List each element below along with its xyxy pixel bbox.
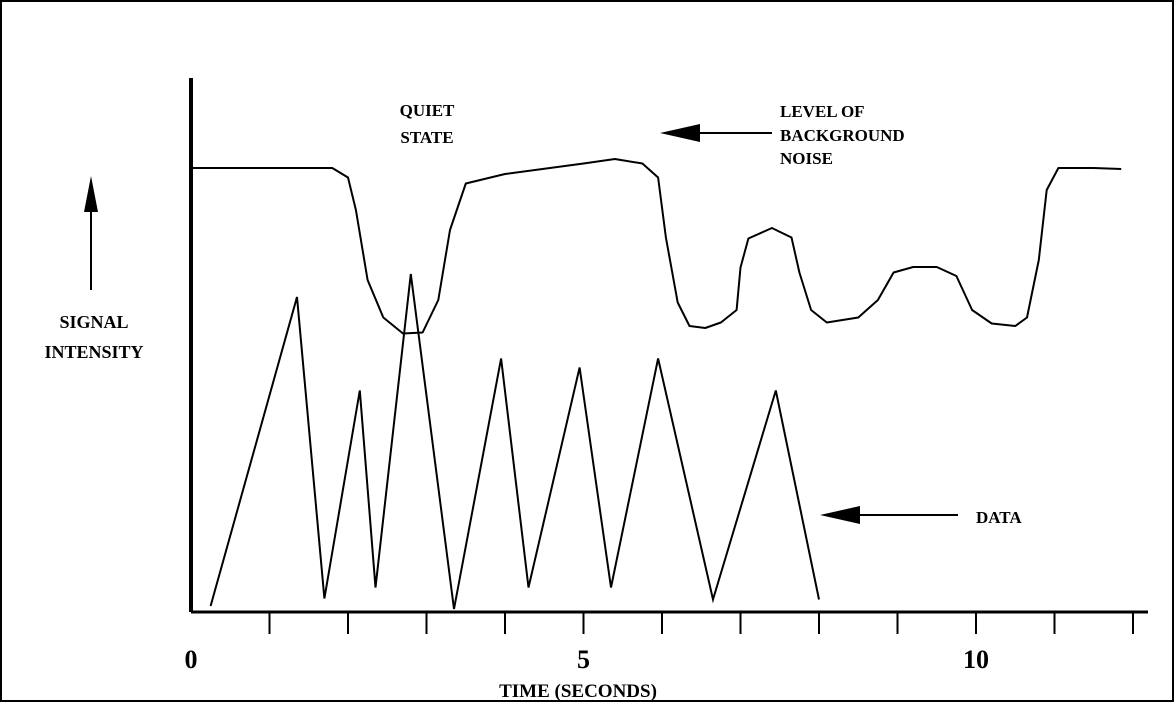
background-noise-line — [191, 158, 1122, 335]
x-tick-label: 10 — [963, 645, 989, 674]
annotation-quiet-line2: STATE — [400, 128, 453, 147]
annotation-quiet-line1: QUIET — [400, 101, 455, 120]
x-tick-labels: 0 5 10 — [185, 645, 990, 674]
data-line — [209, 273, 820, 610]
annotation-noise-line2: BACKGROUND — [780, 126, 905, 145]
x-tick-label: 5 — [577, 645, 590, 674]
x-tick-label: 0 — [185, 645, 198, 674]
x-axis-label: TIME (SECONDS) — [499, 681, 657, 702]
x-ticks — [268, 612, 1134, 634]
y-axis-label-line1: SIGNAL — [59, 312, 128, 332]
annotation-noise-line3: NOISE — [780, 149, 833, 168]
y-label-arrow-head — [84, 176, 98, 212]
annotation-noise-line1: LEVEL OF — [780, 102, 865, 121]
data-arrow-head — [820, 506, 860, 524]
annotation-data-label: DATA — [976, 508, 1022, 527]
noise-arrow-head — [660, 124, 700, 142]
y-axis-label-line2: INTENSITY — [44, 342, 143, 362]
series-group — [191, 158, 1122, 610]
